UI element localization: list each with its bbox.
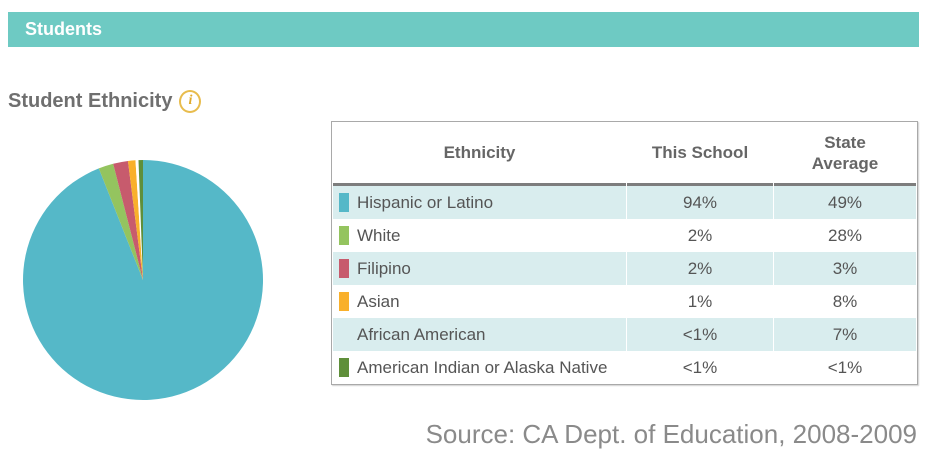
pie-slice-american-indian-or-alaska-native bbox=[138, 160, 143, 280]
legend-swatch-icon bbox=[339, 358, 349, 377]
row-state-average: 7% bbox=[774, 318, 916, 351]
table-row: White 2% 28% bbox=[333, 219, 916, 252]
pie-slice-african-american bbox=[135, 160, 143, 280]
ethnicity-pie-chart bbox=[22, 159, 264, 401]
table-row: African American <1% 7% bbox=[333, 318, 916, 351]
legend-swatch-icon bbox=[339, 259, 349, 278]
row-state-average: <1% bbox=[774, 351, 916, 384]
pie-slice-filipino bbox=[113, 160, 143, 280]
column-header-this-school: This School bbox=[627, 122, 773, 186]
pie-slice-hispanic-or-latino bbox=[23, 160, 264, 400]
row-state-average: 49% bbox=[774, 186, 916, 219]
row-this-school: 1% bbox=[627, 285, 773, 318]
row-this-school: <1% bbox=[627, 318, 773, 351]
row-state-average: 28% bbox=[774, 219, 916, 252]
legend-swatch-icon bbox=[339, 226, 349, 245]
students-section-bar: Students bbox=[8, 12, 919, 47]
row-ethnicity: American Indian or Alaska Native bbox=[357, 358, 608, 377]
section-title-row: Student Ethnicity i bbox=[8, 88, 202, 114]
legend-swatch-icon bbox=[339, 292, 349, 311]
table-row: American Indian or Alaska Native <1% <1% bbox=[333, 351, 916, 384]
row-state-average: 8% bbox=[774, 285, 916, 318]
legend-swatch-icon bbox=[339, 193, 349, 212]
ethnicity-table-body: Hispanic or Latino 94% 49% White 2% 28% … bbox=[333, 186, 916, 384]
table-row: Hispanic or Latino 94% 49% bbox=[333, 186, 916, 219]
table-row: Asian 1% 8% bbox=[333, 285, 916, 318]
row-ethnicity: Filipino bbox=[357, 259, 411, 278]
page-title: Student Ethnicity bbox=[8, 89, 173, 112]
table-header-row: Ethnicity This School State Average bbox=[333, 122, 916, 186]
row-ethnicity: African American bbox=[357, 325, 486, 344]
column-header-state-average: State Average bbox=[774, 122, 916, 186]
pie-slice-white bbox=[98, 163, 143, 280]
info-icon[interactable]: i bbox=[179, 89, 202, 113]
row-ethnicity: White bbox=[357, 226, 401, 245]
row-this-school: 2% bbox=[627, 252, 773, 285]
students-section-label: Students bbox=[25, 19, 103, 39]
row-this-school: 2% bbox=[627, 219, 773, 252]
source-attribution: Source: CA Dept. of Education, 2008-2009 bbox=[425, 419, 917, 449]
row-state-average: 3% bbox=[774, 252, 916, 285]
table-row: Filipino 2% 3% bbox=[333, 252, 916, 285]
row-ethnicity: Asian bbox=[357, 292, 400, 311]
row-this-school: <1% bbox=[627, 351, 773, 384]
ethnicity-table: Ethnicity This School State Average Hisp… bbox=[331, 121, 918, 385]
column-header-ethnicity: Ethnicity bbox=[333, 122, 626, 186]
pie-slice-asian bbox=[127, 160, 143, 280]
row-this-school: 94% bbox=[627, 186, 773, 219]
row-ethnicity: Hispanic or Latino bbox=[357, 193, 494, 212]
pie-svg bbox=[23, 160, 264, 400]
